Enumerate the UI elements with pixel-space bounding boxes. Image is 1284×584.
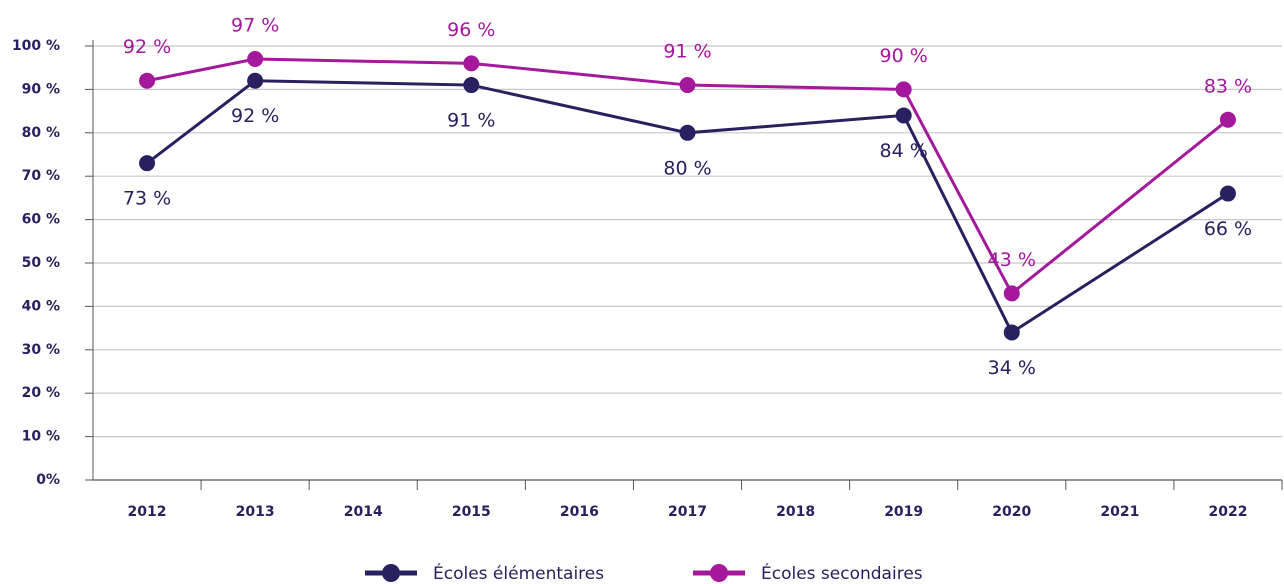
point [139, 72, 156, 89]
value-label: 34 % [988, 357, 1036, 379]
point [679, 77, 696, 94]
y-tick-label: 60 % [22, 212, 60, 228]
y-tick-label: 70 % [22, 168, 60, 184]
point [895, 107, 912, 124]
legend-marker [382, 564, 400, 582]
point [1003, 324, 1020, 341]
y-tick-label: 100 % [12, 38, 60, 54]
x-tick-label: 2013 [236, 504, 275, 520]
series-line [146, 79, 1229, 335]
point [139, 155, 156, 172]
legend-label: Écoles élémentaires [433, 562, 604, 584]
y-tick-label: 80 % [22, 125, 60, 141]
point [679, 124, 696, 141]
value-label: 90 % [880, 45, 928, 67]
y-tick-label: 40 % [22, 298, 60, 314]
y-tick-label: 0% [36, 472, 60, 488]
point [895, 81, 912, 98]
x-tick-label: 2014 [344, 504, 383, 520]
x-tick-label: 2015 [452, 504, 491, 520]
x-tick-label: 2019 [884, 504, 923, 520]
value-label: 91 % [447, 110, 495, 132]
y-tick-label: 30 % [22, 342, 60, 358]
value-label: 91 % [663, 41, 711, 63]
point [1219, 111, 1236, 128]
y-tick-label: 10 % [22, 429, 60, 445]
x-tick-label: 2022 [1208, 504, 1247, 520]
value-label: 92 % [231, 105, 279, 127]
value-label: 97 % [231, 15, 279, 37]
value-label: 80 % [663, 157, 711, 179]
x-tick-label: 2017 [668, 504, 707, 520]
value-label: 83 % [1204, 75, 1252, 97]
legend-marker [710, 564, 728, 582]
value-label: 43 % [988, 249, 1036, 271]
value-label: 73 % [123, 188, 171, 210]
value-label: 96 % [447, 19, 495, 41]
value-label: 84 % [880, 140, 928, 162]
point [1003, 285, 1020, 302]
value-label: 92 % [123, 36, 171, 58]
point [463, 55, 480, 72]
value-label: 66 % [1204, 218, 1252, 240]
point [463, 77, 480, 94]
y-tick-label: 90 % [22, 81, 60, 97]
x-tick-label: 2020 [992, 504, 1031, 520]
x-tick-label: 2018 [776, 504, 815, 520]
y-tick-label: 20 % [22, 385, 60, 401]
legend-label: Écoles secondaires [761, 562, 923, 584]
point [247, 51, 264, 68]
y-tick-label: 50 % [22, 255, 60, 271]
x-tick-label: 2021 [1100, 504, 1139, 520]
x-tick-label: 2016 [560, 504, 599, 520]
point [247, 72, 264, 89]
point [1219, 185, 1236, 202]
x-tick-label: 2012 [128, 504, 167, 520]
